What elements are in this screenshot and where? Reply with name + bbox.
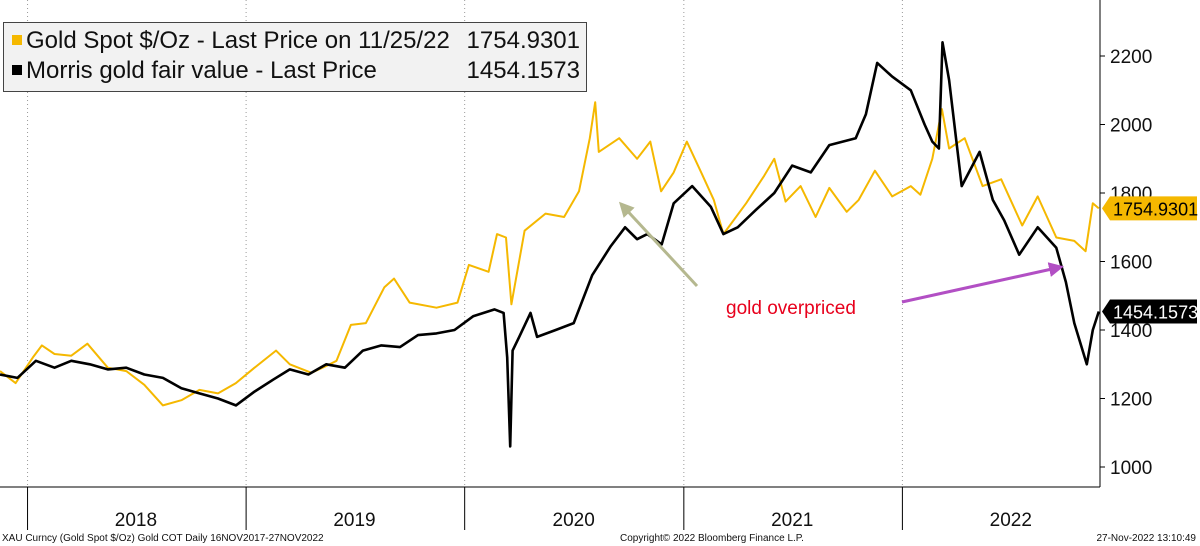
annotation-text: gold overpriced [726,298,856,319]
y-tick-label: 1000 [1110,458,1152,479]
annotations: gold overpriced [618,201,1064,319]
y-tick-label: 2000 [1110,116,1152,137]
x-tick-label: 2018 [115,510,157,531]
x-tick-label: 2021 [771,510,813,531]
annotation-arrow-right [901,262,1064,304]
y-tick-label: 2200 [1110,47,1152,68]
last-value-tag-label: 1454.1573 [1113,303,1198,323]
footer-copyright: Copyright© 2022 Bloomberg Finance L.P. [620,533,804,544]
x-tick-label: 2022 [990,510,1032,531]
legend-label-gold: Gold Spot $/Oz - Last Price on 11/25/22 [26,27,450,54]
x-tick-label: 2019 [333,510,375,531]
footer-timestamp: 27-Nov-2022 13:10:49 [1096,533,1196,544]
legend-swatch-fair-value [12,65,22,75]
annotation-arrow-left [618,201,699,288]
footer-source: XAU Curncy (Gold Spot $/Oz) Gold COT Dai… [2,533,324,544]
last-value-tag-background [1102,299,1197,324]
legend-value-fair-value: 1454.1573 [466,57,580,84]
y-tick-label: 1400 [1110,321,1152,342]
legend-swatch-gold [12,35,22,45]
legend: Gold Spot $/Oz - Last Price on 11/25/22 … [3,22,587,92]
last-value-tag-label: 1754.9301 [1113,199,1198,219]
y-tick-label: 1600 [1110,253,1152,274]
series-line-gold-spot [0,101,1100,407]
series-lines [0,41,1101,448]
series-line-fair-value [0,41,1101,448]
y-tick-label: 1200 [1110,390,1152,411]
last-value-tag-background [1102,196,1197,221]
last-value-tag-gold: 1754.9301 [1102,196,1198,221]
legend-label-fair-value: Morris gold fair value - Last Price [26,57,377,84]
legend-item-fair-value: Morris gold fair value - Last Price [12,57,377,85]
last-value-tag-fair-value: 1454.1573 [1102,299,1198,324]
legend-item-gold: Gold Spot $/Oz - Last Price on 11/25/22 [12,27,450,55]
legend-value-gold: 1754.9301 [466,27,580,54]
x-tick-label: 2020 [553,510,595,531]
